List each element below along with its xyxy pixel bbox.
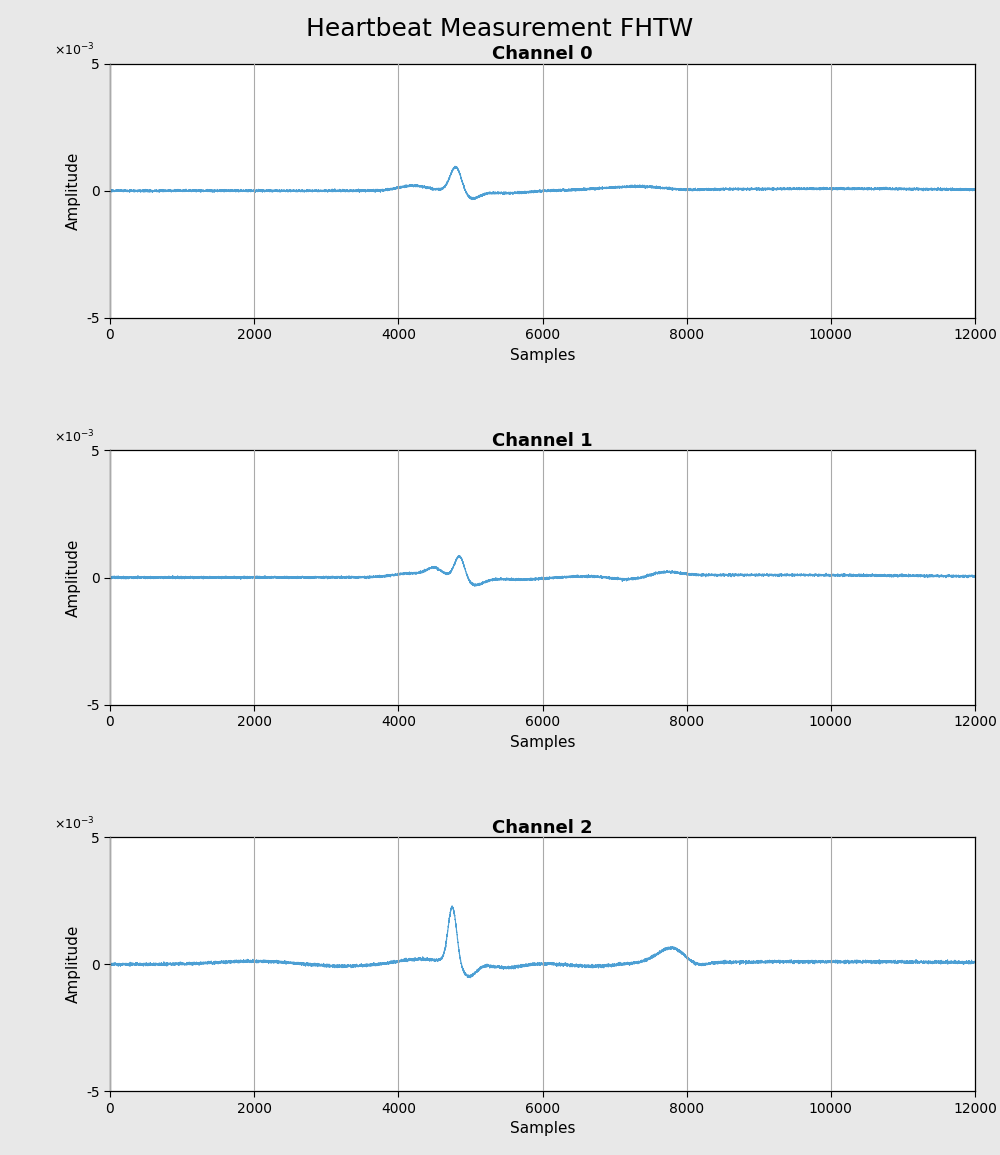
Title: Channel 2: Channel 2 <box>492 819 593 837</box>
Text: Heartbeat Measurement FHTW: Heartbeat Measurement FHTW <box>306 17 694 42</box>
X-axis label: Samples: Samples <box>510 1122 575 1137</box>
X-axis label: Samples: Samples <box>510 735 575 750</box>
Text: $\times10^{-3}$: $\times10^{-3}$ <box>54 429 94 445</box>
Text: $\times10^{-3}$: $\times10^{-3}$ <box>54 42 94 59</box>
X-axis label: Samples: Samples <box>510 348 575 363</box>
Y-axis label: Amplitude: Amplitude <box>65 538 80 617</box>
Y-axis label: Amplitude: Amplitude <box>65 925 80 1004</box>
Title: Channel 0: Channel 0 <box>492 45 593 64</box>
Title: Channel 1: Channel 1 <box>492 432 593 450</box>
Text: $\times10^{-3}$: $\times10^{-3}$ <box>54 815 94 832</box>
Y-axis label: Amplitude: Amplitude <box>65 151 80 230</box>
